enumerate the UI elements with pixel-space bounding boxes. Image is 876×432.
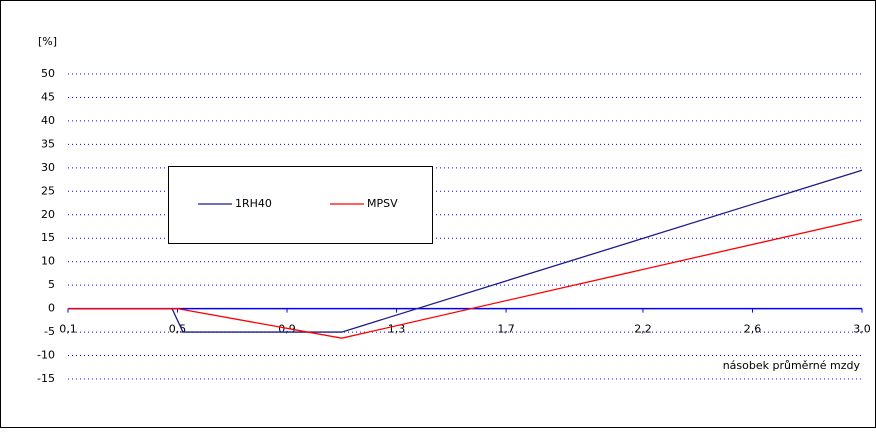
- y-tick-label: 35: [41, 137, 55, 150]
- y-tick-label: 10: [41, 255, 55, 268]
- x-tick-label: 1,7: [497, 323, 515, 336]
- y-tick-label: 45: [41, 90, 55, 103]
- y-tick-label: 40: [41, 114, 55, 127]
- x-tick-label: 0,1: [59, 323, 77, 336]
- series-line: [68, 218, 863, 339]
- legend-box: [168, 166, 433, 244]
- y-tick-label: -5: [44, 325, 55, 338]
- x-tick-label: 1,3: [388, 323, 406, 336]
- legend-label: MPSV: [367, 197, 398, 210]
- y-tick-label: 25: [41, 184, 55, 197]
- x-tick-label: 3,0: [853, 323, 871, 336]
- x-tick-label: 0,5: [169, 323, 187, 336]
- y-tick-label: -10: [37, 349, 55, 362]
- x-tick-label: 2,2: [634, 323, 652, 336]
- y-tick-label: -15: [37, 372, 55, 385]
- y-tick-label: 20: [41, 208, 55, 221]
- y-tick-label: 5: [48, 278, 55, 291]
- y-tick-label: 0: [48, 302, 55, 315]
- y-tick-label: 15: [41, 231, 55, 244]
- legend-label: 1RH40: [235, 197, 272, 210]
- y-tick-label: 30: [41, 161, 55, 174]
- x-axis-label: násobek průměrné mzdy: [723, 359, 861, 372]
- x-tick-label: 2,6: [744, 323, 762, 336]
- y-axis-label: [%]: [38, 35, 57, 48]
- y-tick-label: 50: [41, 67, 55, 80]
